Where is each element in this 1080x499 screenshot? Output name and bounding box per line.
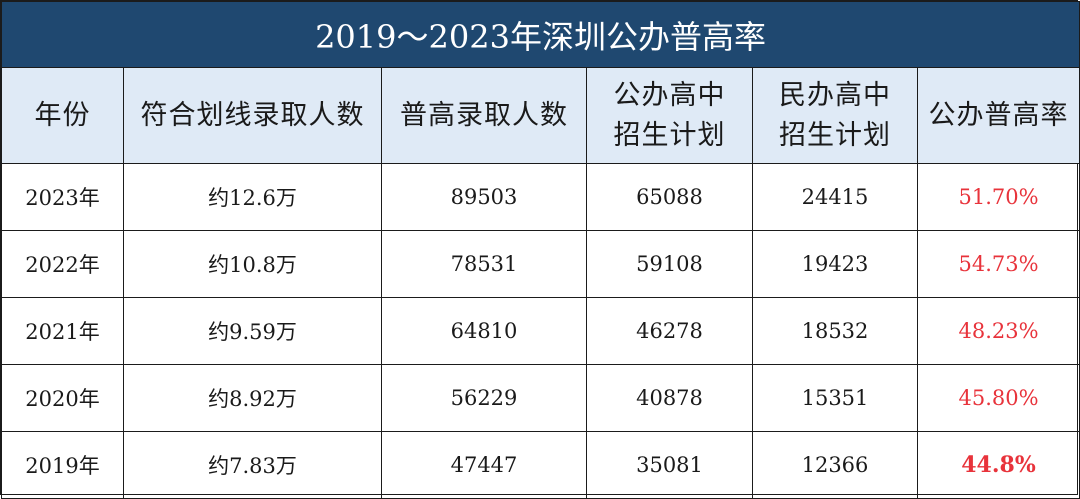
cell-public-plan: 35081 xyxy=(586,431,753,499)
cell-private-plan: 12366 xyxy=(752,431,918,499)
header-private-plan-line1: 民办高中 xyxy=(779,79,891,111)
header-rate: 公办普高率 xyxy=(916,67,1080,164)
cell-public-plan: 40878 xyxy=(586,364,753,432)
header-private-plan: 民办高中 招生计划 xyxy=(752,67,918,164)
cell-year: 2021年 xyxy=(1,297,124,365)
cell-qualified: 约10.8万 xyxy=(123,230,382,298)
header-row: 年份 符合划线录取人数 普高录取人数 公办高中 招生计划 民办高中 招生计划 公… xyxy=(1,67,1080,164)
cell-qualified: 约7.83万 xyxy=(123,431,382,499)
cell-qualified: 约8.92万 xyxy=(123,364,382,432)
cell-admitted: 56229 xyxy=(381,364,587,432)
header-private-plan-line2: 招生计划 xyxy=(779,119,891,151)
cell-qualified: 约12.6万 xyxy=(123,163,382,231)
cell-admitted: 47447 xyxy=(381,431,587,499)
table-row: 2019年 约7.83万 47447 35081 12366 44.8% xyxy=(1,431,1080,499)
cell-year: 2019年 xyxy=(1,431,124,499)
header-year: 年份 xyxy=(1,67,124,164)
cell-private-plan: 24415 xyxy=(752,163,918,231)
cell-admitted: 64810 xyxy=(381,297,587,365)
title-row: 2019～2023年深圳公办普高率 xyxy=(0,1,1080,68)
cell-qualified: 约9.59万 xyxy=(123,297,382,365)
header-qualified: 符合划线录取人数 xyxy=(123,67,382,164)
cell-private-plan: 19423 xyxy=(752,230,918,298)
cell-private-plan: 15351 xyxy=(752,364,918,432)
header-public-plan-line2: 招生计划 xyxy=(613,119,726,151)
cell-admitted: 78531 xyxy=(381,230,587,298)
cell-rate: 48.23% xyxy=(916,297,1080,365)
table-title: 2019～2023年深圳公办普高率 xyxy=(0,1,1080,68)
header-public-plan: 公办高中 招生计划 xyxy=(586,67,753,164)
cell-public-plan: 46278 xyxy=(586,297,753,365)
table-row: 2020年 约8.92万 56229 40878 15351 45.80% xyxy=(1,364,1080,432)
cell-rate: 51.70% xyxy=(916,163,1080,231)
table-row: 2023年 约12.6万 89503 65088 24415 51.70% xyxy=(1,163,1080,231)
cell-rate: 44.8% xyxy=(916,431,1080,499)
table-row: 2022年 约10.8万 78531 59108 19423 54.73% xyxy=(1,230,1080,298)
cell-rate: 54.73% xyxy=(916,230,1080,298)
table-row: 2021年 约9.59万 64810 46278 18532 48.23% xyxy=(1,297,1080,365)
cell-public-plan: 59108 xyxy=(586,230,753,298)
cell-year: 2022年 xyxy=(1,230,124,298)
cell-private-plan: 18532 xyxy=(752,297,918,365)
cell-rate: 45.80% xyxy=(916,364,1080,432)
cell-year: 2023年 xyxy=(1,163,124,231)
cell-public-plan: 65088 xyxy=(586,163,753,231)
cell-year: 2020年 xyxy=(1,364,124,432)
header-public-plan-line1: 公办高中 xyxy=(613,79,726,111)
header-admitted: 普高录取人数 xyxy=(381,67,587,164)
cell-admitted: 89503 xyxy=(381,163,587,231)
